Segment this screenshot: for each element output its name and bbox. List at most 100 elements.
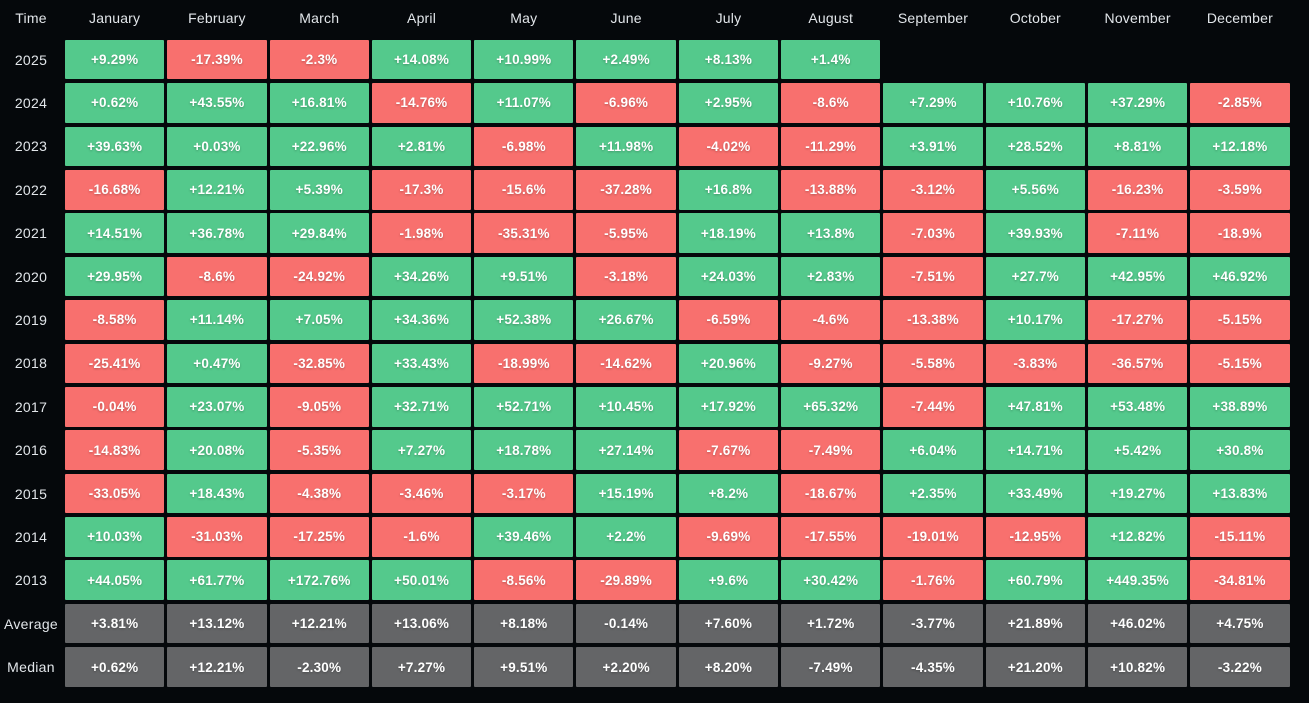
- cell-average-june: -0.14%: [576, 603, 676, 644]
- cell-2022-march: +5.39%: [269, 169, 369, 210]
- cell-2013-may: -8.56%: [474, 560, 574, 601]
- row-label-2020: 2020: [14, 268, 48, 285]
- cell-2015-august: -18.67%: [781, 473, 881, 514]
- cell-2021-february: +36.78%: [167, 213, 267, 253]
- cell-2014-november: +12.82%: [1087, 517, 1188, 557]
- column-header-september: September: [897, 10, 969, 26]
- cell-2023-november: +8.81%: [1087, 126, 1188, 167]
- cell-2020-june: -3.18%: [576, 256, 676, 297]
- column-header-may: May: [510, 10, 538, 26]
- cell-average-october: +21.89%: [985, 603, 1085, 644]
- cell-2018-march: -32.85%: [269, 343, 369, 384]
- cell-2025-december-empty: [1190, 40, 1289, 80]
- cell-2020-july: +24.03%: [678, 256, 779, 297]
- cell-2014-june: +2.2%: [576, 517, 676, 557]
- cell-2013-january: +44.05%: [65, 560, 165, 601]
- cell-2017-february: +23.07%: [167, 386, 267, 427]
- column-header-april: April: [407, 10, 437, 26]
- cell-median-september: -4.35%: [883, 647, 983, 687]
- cell-2015-october: +33.49%: [985, 473, 1085, 514]
- cell-2024-september: +7.29%: [883, 83, 983, 123]
- cell-2016-november: +5.42%: [1087, 430, 1188, 470]
- cell-2017-december: +38.89%: [1190, 386, 1290, 427]
- cell-2013-july: +9.6%: [678, 560, 779, 601]
- cell-2019-december: -5.15%: [1190, 300, 1290, 340]
- cell-2017-may: +52.71%: [474, 386, 574, 427]
- cell-2014-december: -15.11%: [1190, 517, 1290, 557]
- cell-2023-january: +39.63%: [65, 126, 165, 167]
- cell-2023-may: -6.98%: [474, 126, 574, 167]
- cell-2015-july: +8.2%: [678, 473, 779, 514]
- column-header-october: October: [1009, 10, 1061, 26]
- cell-2020-january: +29.95%: [65, 256, 165, 297]
- cell-average-july: +7.60%: [678, 603, 779, 644]
- cell-average-december: +4.75%: [1190, 603, 1290, 644]
- corner-header-time: Time: [15, 10, 47, 26]
- cell-2017-november: +53.48%: [1087, 386, 1188, 427]
- cell-2025-april: +14.08%: [371, 39, 472, 80]
- cell-2013-december: -34.81%: [1190, 560, 1290, 601]
- cell-2018-december: -5.15%: [1190, 343, 1290, 384]
- row-label-2023: 2023: [14, 138, 48, 155]
- cell-2014-march: -17.25%: [269, 517, 369, 557]
- cell-2023-march: +22.96%: [269, 126, 369, 167]
- row-label-2021: 2021: [14, 225, 48, 242]
- cell-2019-may: +52.38%: [474, 300, 574, 340]
- cell-2014-october: -12.95%: [985, 517, 1085, 557]
- cell-2021-december: -18.9%: [1190, 213, 1290, 253]
- cell-median-august: -7.49%: [781, 647, 881, 687]
- cell-2019-november: -17.27%: [1087, 300, 1188, 340]
- cell-2024-july: +2.95%: [678, 83, 779, 123]
- cell-2020-march: -24.92%: [269, 256, 369, 297]
- row-label-2016: 2016: [14, 442, 48, 459]
- cell-2018-july: +20.96%: [678, 343, 779, 384]
- cell-2025-june: +2.49%: [576, 39, 676, 80]
- row-label-2013: 2013: [14, 572, 48, 589]
- cell-2021-may: -35.31%: [474, 213, 574, 253]
- cell-2015-december: +13.83%: [1190, 473, 1290, 514]
- cell-2020-november: +42.95%: [1087, 256, 1188, 297]
- cell-2021-august: +13.8%: [781, 213, 881, 253]
- cell-2019-september: -13.38%: [883, 300, 983, 340]
- cell-2025-march: -2.3%: [269, 39, 369, 80]
- cell-2015-february: +18.43%: [167, 473, 267, 514]
- cell-median-june: +2.20%: [576, 647, 676, 687]
- cell-2023-february: +0.03%: [167, 126, 267, 167]
- cell-2017-september: -7.44%: [883, 386, 983, 427]
- cell-2022-may: -15.6%: [474, 169, 574, 210]
- cell-2024-october: +10.76%: [985, 83, 1085, 123]
- cell-2015-january: -33.05%: [65, 473, 165, 514]
- cell-2019-october: +10.17%: [985, 300, 1085, 340]
- cell-2013-november: +449.35%: [1087, 560, 1188, 601]
- cell-2017-january: -0.04%: [65, 386, 165, 427]
- cell-2024-may: +11.07%: [474, 83, 574, 123]
- cell-2020-may: +9.51%: [474, 256, 574, 297]
- cell-2013-june: -29.89%: [576, 560, 676, 601]
- cell-2025-november-empty: [1088, 40, 1187, 80]
- cell-average-november: +46.02%: [1087, 603, 1188, 644]
- cell-2025-february: -17.39%: [167, 39, 267, 80]
- cell-2019-august: -4.6%: [781, 300, 881, 340]
- cell-median-january: +0.62%: [65, 647, 165, 687]
- cell-2024-february: +43.55%: [167, 83, 267, 123]
- cell-2021-april: -1.98%: [371, 213, 472, 253]
- cell-2023-december: +12.18%: [1190, 126, 1290, 167]
- cell-2020-august: +2.83%: [781, 256, 881, 297]
- cell-2024-april: -14.76%: [371, 83, 472, 123]
- cell-median-july: +8.20%: [678, 647, 779, 687]
- cell-average-april: +13.06%: [371, 603, 472, 644]
- column-header-june: June: [610, 10, 642, 26]
- cell-2021-march: +29.84%: [269, 213, 369, 253]
- cell-2021-november: -7.11%: [1087, 213, 1188, 253]
- cell-2018-january: -25.41%: [65, 343, 165, 384]
- cell-2022-june: -37.28%: [576, 169, 676, 210]
- column-header-july: July: [715, 10, 742, 26]
- cell-2023-october: +28.52%: [985, 126, 1085, 167]
- cell-2019-june: +26.67%: [576, 300, 676, 340]
- cell-2013-september: -1.76%: [883, 560, 983, 601]
- row-label-2017: 2017: [14, 398, 48, 415]
- cell-2018-april: +33.43%: [371, 343, 472, 384]
- cell-2022-january: -16.68%: [65, 169, 165, 210]
- cell-2015-november: +19.27%: [1087, 473, 1188, 514]
